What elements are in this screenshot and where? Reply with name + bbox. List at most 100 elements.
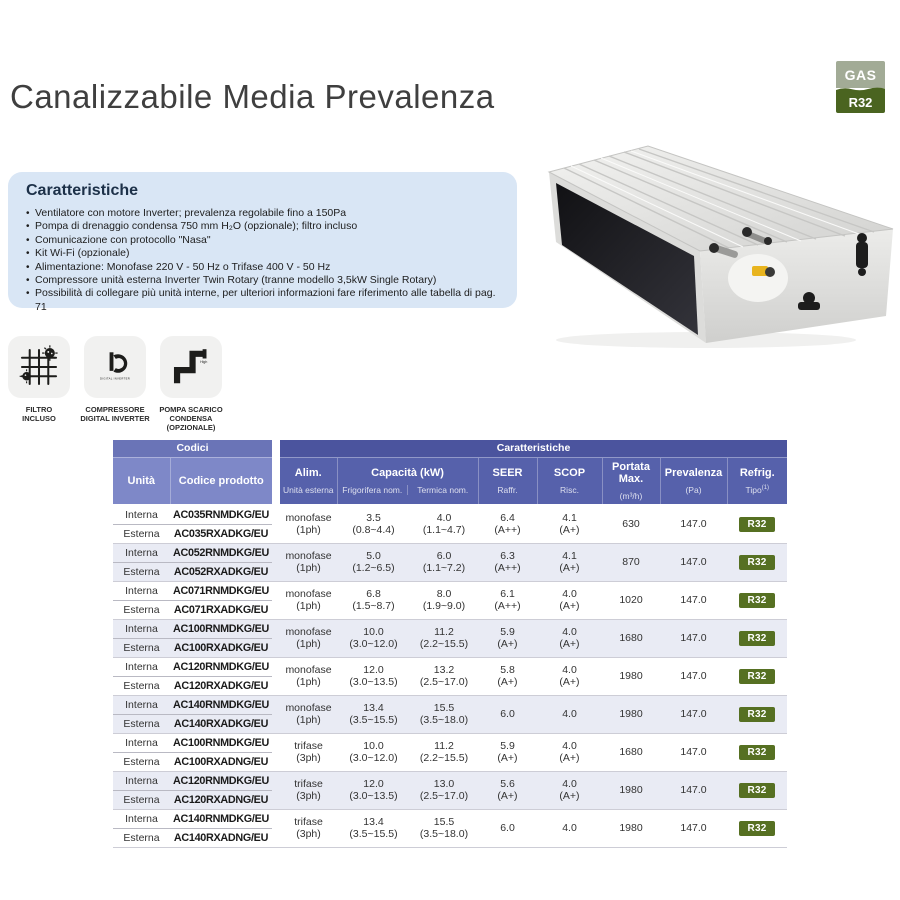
feature-item: Pompa di drenaggio condensa 750 mm H₂O (… bbox=[26, 220, 499, 234]
product-code-cell: AC100RNMDKG/EU bbox=[170, 733, 272, 753]
icon-card-inverter: DIGITAL INVERTER COMPRESSORE DIGITAL INVE… bbox=[80, 336, 150, 423]
prevalenza-cell: 147.0 bbox=[660, 695, 727, 734]
gas-r32-badge: GAS R32 bbox=[836, 61, 885, 113]
icon-label-pompa: POMPA SCARICO CONDENSA (OPZIONALE) bbox=[159, 405, 223, 432]
icon-label-inverter: COMPRESSORE DIGITAL INVERTER bbox=[80, 405, 150, 423]
prevalenza-cell: 147.0 bbox=[660, 619, 727, 658]
prevalenza-cell: 147.0 bbox=[660, 581, 727, 620]
product-code-cell: AC035RNMDKG/EU bbox=[170, 505, 272, 525]
seer-cell: 5.8 (A+) bbox=[478, 657, 537, 696]
table-row-group: Interna AC100RNMDKG/EU trifase (3ph) 10.0… bbox=[113, 733, 788, 772]
product-code-cell: AC100RXADNG/EU bbox=[170, 752, 272, 772]
table-row-group: Interna AC140RNMDKG/EU monofase (1ph) 13.… bbox=[113, 695, 788, 734]
prevalenza-cell: 147.0 bbox=[660, 733, 727, 772]
feature-item: Compressore unità esterna Inverter Twin … bbox=[26, 274, 499, 288]
svg-text:DIGITAL INVERTER: DIGITAL INVERTER bbox=[100, 376, 130, 380]
feature-item: Alimentazione: Monofase 220 V - 50 Hz o … bbox=[26, 261, 499, 275]
unit-type-cell: Interna bbox=[113, 695, 170, 715]
unit-type-cell: Interna bbox=[113, 657, 170, 677]
portata-cell: 1980 bbox=[602, 771, 660, 810]
table-row-group: Interna AC120RNMDKG/EU trifase (3ph) 12.0… bbox=[113, 771, 788, 810]
r32-type-badge: R32 bbox=[738, 516, 776, 532]
scop-cell: 4.0 (A+) bbox=[537, 657, 602, 696]
product-code-cell: AC140RXADNG/EU bbox=[170, 828, 272, 848]
alim-cell: monofase (1ph) bbox=[280, 505, 337, 544]
alim-cell: monofase (1ph) bbox=[280, 657, 337, 696]
gap-cell bbox=[272, 505, 280, 544]
capacity-cooling-cell: 10.0 (3.0~12.0) bbox=[337, 733, 410, 772]
portata-cell: 630 bbox=[602, 505, 660, 544]
prevalenza-cell: 147.0 bbox=[660, 657, 727, 696]
capacity-cooling-cell: 3.5 (0.8~4.4) bbox=[337, 505, 410, 544]
product-code-cell: AC140RNMDKG/EU bbox=[170, 695, 272, 715]
refrig-cell: R32 bbox=[727, 581, 788, 620]
capacity-heating-cell: 13.0 (2.5~17.0) bbox=[410, 771, 478, 810]
product-code-cell: AC071RXADKG/EU bbox=[170, 600, 272, 620]
seer-cell: 5.6 (A+) bbox=[478, 771, 537, 810]
product-code-cell: AC140RXADKG/EU bbox=[170, 714, 272, 734]
gap-cell bbox=[272, 695, 280, 734]
capacity-cooling-cell: 12.0 (3.0~13.5) bbox=[337, 771, 410, 810]
feature-item: Possibilità di collegare più unità inter… bbox=[26, 287, 499, 314]
unit-type-cell: Esterna bbox=[113, 676, 170, 696]
unit-type-cell: Interna bbox=[113, 505, 170, 525]
capacity-cooling-cell: 13.4 (3.5~15.5) bbox=[337, 695, 410, 734]
unit-type-cell: Interna bbox=[113, 771, 170, 791]
portata-cell: 1980 bbox=[602, 809, 660, 848]
capacity-cooling-cell: 13.4 (3.5~15.5) bbox=[337, 809, 410, 848]
col-header-seer: SEER Raffr. bbox=[477, 456, 537, 506]
gas-badge: GAS bbox=[836, 61, 885, 88]
r32-type-badge: R32 bbox=[738, 554, 776, 570]
capacity-cooling-cell: 10.0 (3.0~12.0) bbox=[337, 619, 410, 658]
portata-cell: 1020 bbox=[602, 581, 660, 620]
col-header-unita: Unità bbox=[113, 456, 170, 506]
capacity-heating-cell: 11.2 (2.2~15.5) bbox=[410, 733, 478, 772]
table-row-group: Interna AC100RNMDKG/EU monofase (1ph) 10.… bbox=[113, 619, 788, 658]
spec-table-header: Codici Caratteristiche Unità Codice prod… bbox=[113, 440, 788, 506]
icon-label-filtro: FILTRO INCLUSO bbox=[22, 405, 56, 423]
capacity-cooling-cell: 5.0 (1.2~6.5) bbox=[337, 543, 410, 582]
gap-cell bbox=[272, 657, 280, 696]
alim-cell: trifase (3ph) bbox=[280, 809, 337, 848]
col-header-codice-prodotto: Codice prodotto bbox=[169, 456, 272, 506]
unit-type-cell: Interna bbox=[113, 809, 170, 829]
r32-type-badge: R32 bbox=[738, 630, 776, 646]
seer-cell: 5.9 (A+) bbox=[478, 619, 537, 658]
capacity-heating-cell: 8.0 (1.9~9.0) bbox=[410, 581, 478, 620]
filter-included-icon bbox=[8, 336, 70, 398]
product-code-cell: AC100RNMDKG/EU bbox=[170, 619, 272, 639]
features-title: Caratteristiche bbox=[26, 182, 139, 199]
product-code-cell: AC052RNMDKG/EU bbox=[170, 543, 272, 563]
col-header-refrig: Refrig. Tipo(1) bbox=[726, 456, 788, 506]
scop-cell: 4.0 bbox=[537, 809, 602, 848]
portata-cell: 1680 bbox=[602, 619, 660, 658]
alim-cell: monofase (1ph) bbox=[280, 619, 337, 658]
section-header-caratteristiche: Caratteristiche bbox=[280, 440, 788, 457]
condensate-pump-icon: High bbox=[160, 336, 222, 398]
table-row-group: Interna AC120RNMDKG/EU monofase (1ph) 12.… bbox=[113, 657, 788, 696]
refrig-cell: R32 bbox=[727, 771, 788, 810]
unit-type-cell: Esterna bbox=[113, 600, 170, 620]
unit-type-cell: Esterna bbox=[113, 638, 170, 658]
unit-type-cell: Esterna bbox=[113, 828, 170, 848]
r32-type-badge: R32 bbox=[738, 668, 776, 684]
refrig-cell: R32 bbox=[727, 809, 788, 848]
spec-table-container: Codici Caratteristiche Unità Codice prod… bbox=[113, 440, 788, 848]
product-code-cell: AC120RNMDKG/EU bbox=[170, 657, 272, 677]
alim-cell: monofase (1ph) bbox=[280, 695, 337, 734]
capacity-cooling-cell: 12.0 (3.0~13.5) bbox=[337, 657, 410, 696]
unit-type-cell: Interna bbox=[113, 543, 170, 563]
scop-cell: 4.0 (A+) bbox=[537, 771, 602, 810]
r32-type-badge: R32 bbox=[738, 820, 776, 836]
product-image bbox=[547, 145, 894, 348]
scop-cell: 4.0 (A+) bbox=[537, 733, 602, 772]
page-title: Canalizzabile Media Prevalenza bbox=[10, 78, 495, 115]
alim-cell: monofase (1ph) bbox=[280, 543, 337, 582]
capacity-heating-cell: 15.5 (3.5~18.0) bbox=[410, 695, 478, 734]
icon-card-filtro: FILTRO INCLUSO bbox=[8, 336, 70, 423]
prevalenza-cell: 147.0 bbox=[660, 505, 727, 544]
unit-type-cell: Interna bbox=[113, 733, 170, 753]
table-row-group: Interna AC052RNMDKG/EU monofase (1ph) 5.0… bbox=[113, 543, 788, 582]
seer-cell: 6.0 bbox=[478, 809, 537, 848]
